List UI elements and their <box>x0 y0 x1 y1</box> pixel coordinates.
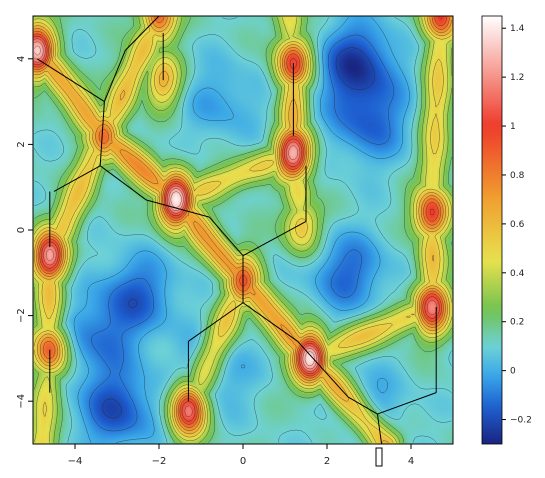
contour-line <box>34 17 447 425</box>
colorbar-tick-label: 0.8 <box>510 171 525 181</box>
contour-line <box>34 17 452 443</box>
lattice-edge <box>297 340 349 398</box>
heatmap-image <box>33 16 453 444</box>
lattice-edge <box>146 199 210 218</box>
contour-line <box>34 17 452 443</box>
x-axis: −4 −2 0 2 4 <box>68 444 414 467</box>
contour-line <box>34 17 452 443</box>
y-tick-label: 2 <box>16 141 27 147</box>
contour-line <box>73 17 410 443</box>
lattice-edge <box>242 302 298 342</box>
contour-line <box>34 45 315 367</box>
x-tick-label: −2 <box>152 456 167 467</box>
colorbar-tick-label: 0.4 <box>510 269 525 279</box>
colorbar-tick-label: 0.6 <box>510 220 525 230</box>
lattice-edge <box>377 392 437 415</box>
colorbar-tick-label: 0.2 <box>510 318 524 328</box>
colorbar-tick-label: 0 <box>510 367 516 377</box>
plot-area <box>32 15 454 445</box>
colorbar-tick-label: −0.2 <box>510 416 532 426</box>
lattice-path <box>36 16 437 444</box>
y-tick-label: −4 <box>16 394 27 409</box>
y-tick-label: 4 <box>16 56 27 62</box>
colorbar-tick-label: 1 <box>510 122 516 132</box>
x-tick-label: 4 <box>408 456 414 467</box>
x-tick-label: 0 <box>240 456 246 467</box>
colorbar-tick-label: 1.4 <box>510 24 525 34</box>
contour-line <box>34 17 450 428</box>
colorbar: −0.2 0 0.2 0.4 0.6 0.8 1 1.2 1.4 <box>481 15 532 445</box>
x-tick-label: 2 <box>324 456 330 467</box>
y-axis: −4 −2 0 2 4 <box>16 56 33 409</box>
lattice-edge <box>242 221 307 257</box>
colorbar-gradient <box>481 15 503 445</box>
lattice-edge <box>99 101 105 166</box>
y-tick-label: 0 <box>16 227 27 233</box>
contour-line <box>34 17 452 443</box>
lattice-edge <box>99 165 147 201</box>
lattice-edge <box>188 302 244 342</box>
lattice-edge <box>36 58 105 103</box>
contour-line <box>34 17 452 431</box>
lattice-edge <box>376 413 383 444</box>
y-tick-label: −2 <box>16 308 27 323</box>
contour-line <box>34 17 452 443</box>
lattice-edge <box>103 50 126 102</box>
lattice-edge <box>125 16 160 51</box>
cutoff-marker <box>375 447 383 467</box>
contour-line <box>34 38 438 418</box>
contour-line <box>34 17 443 422</box>
contour-line <box>34 17 452 443</box>
contour-line <box>102 47 375 419</box>
x-tick-label: −4 <box>68 456 83 467</box>
colorbar-ticks: −0.2 0 0.2 0.4 0.6 0.8 1 1.2 1.4 <box>502 24 532 426</box>
contour-lines <box>34 17 452 443</box>
contour-line <box>89 34 395 432</box>
lattice-edge <box>209 216 244 257</box>
lattice-edge <box>53 165 101 192</box>
lattice-edge <box>347 396 378 415</box>
colorbar-tick-label: 1.2 <box>510 73 524 83</box>
